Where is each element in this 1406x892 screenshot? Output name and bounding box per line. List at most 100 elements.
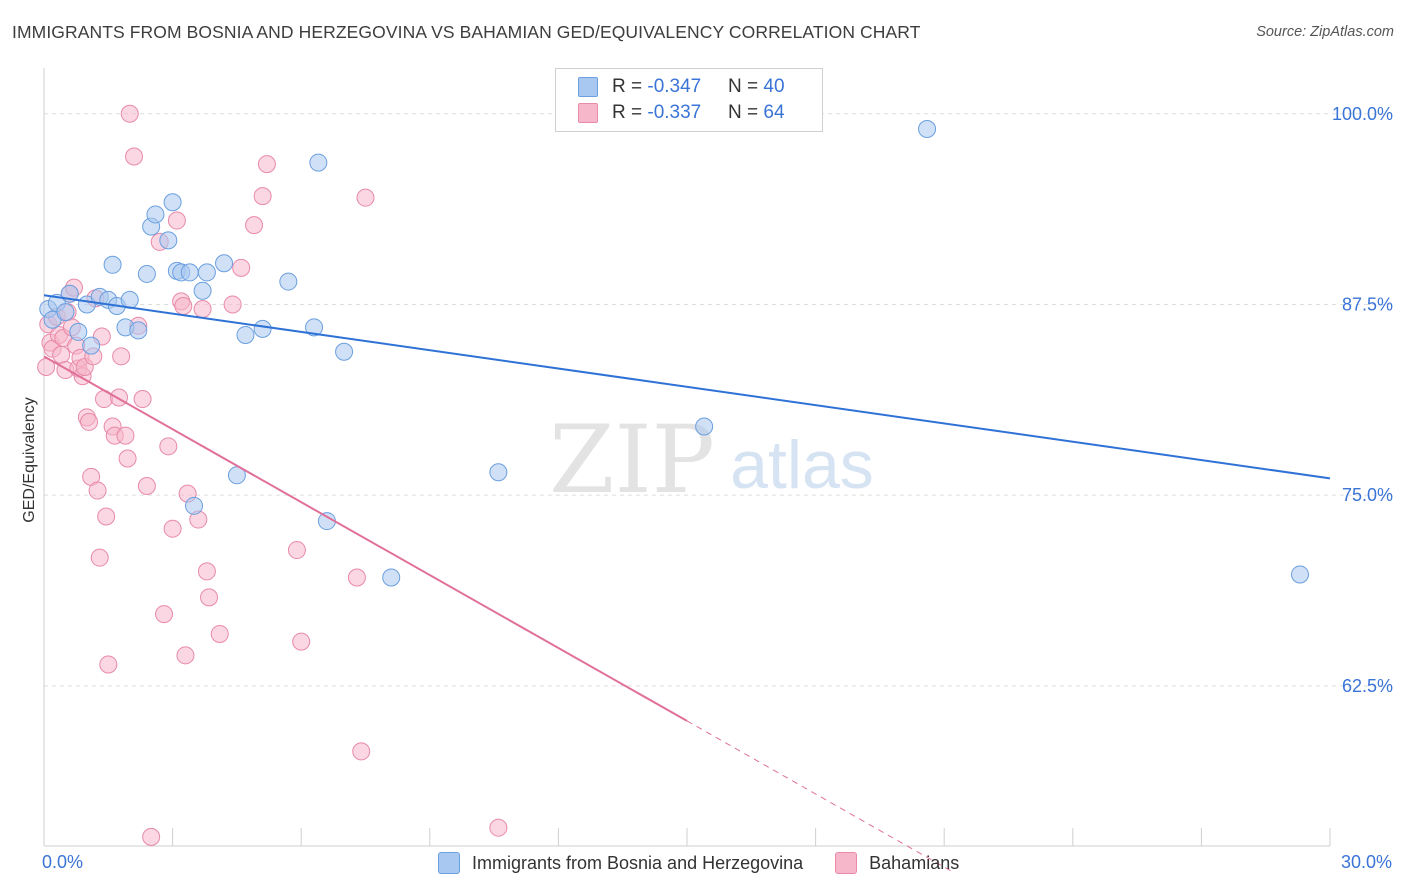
bahamians-point — [116, 426, 135, 445]
bosnia-point — [180, 263, 199, 282]
axes — [43, 68, 1331, 847]
bahamians-point — [352, 742, 371, 761]
watermark-zip: ZIP — [549, 406, 715, 515]
bahamians-point — [356, 188, 375, 207]
trend-lines — [43, 294, 1331, 873]
legend-label-bosnia: Immigrants from Bosnia and Herzegovina — [472, 852, 804, 873]
y-tick-label: 87.5% — [1342, 294, 1393, 314]
bosnia-point — [197, 263, 216, 282]
bosnia-point — [335, 342, 354, 361]
bahamians-point — [125, 147, 144, 166]
bahamians-point — [176, 646, 195, 665]
bahamians-point — [197, 562, 216, 581]
bahamians-point — [193, 300, 212, 319]
r-value: -0.347 — [647, 76, 702, 97]
bahamians-trend-line — [43, 355, 688, 722]
bahamians-point — [292, 632, 311, 651]
bosnia-point — [103, 255, 122, 274]
n-label: N = — [728, 102, 764, 123]
legend-swatch-bosnia — [438, 852, 460, 874]
bahamians-point — [163, 519, 182, 538]
legend-n-bosnia: N = 40 — [728, 76, 785, 98]
bosnia-point — [163, 193, 182, 212]
bahamians-point — [52, 345, 71, 364]
n-value: 40 — [763, 76, 785, 97]
bahamians-point — [167, 211, 186, 230]
source-label: Source: ZipAtlas.com — [1256, 24, 1394, 40]
bahamians-point — [80, 412, 99, 431]
bosnia-point — [1290, 565, 1309, 584]
bosnia-point — [236, 325, 255, 344]
bahamians-point — [174, 296, 193, 315]
series-bosnia-points — [39, 120, 1309, 587]
bosnia-point — [279, 272, 298, 291]
bosnia-point — [137, 264, 156, 283]
bahamians-point — [90, 548, 109, 567]
bosnia-point — [159, 231, 178, 250]
bahamians-point — [99, 655, 118, 674]
n-value: 64 — [763, 102, 785, 123]
legend-label-bahamians: Bahamians — [869, 852, 960, 873]
y-axis-label: GED/Equivalency — [21, 397, 38, 523]
r-value: -0.337 — [647, 102, 702, 123]
bahamians-point — [223, 295, 242, 314]
bosnia-point — [56, 303, 75, 322]
bosnia-trend-line — [43, 294, 1331, 480]
bahamians-point — [110, 388, 129, 407]
bahamians-point — [133, 390, 152, 409]
bahamians-point — [137, 476, 156, 495]
bahamians-point — [155, 605, 174, 624]
legend-swatch-bosnia — [578, 77, 598, 97]
y-tick-label: 75.0% — [1342, 485, 1393, 505]
bahamians-point — [112, 347, 131, 366]
bahamians-point — [257, 155, 276, 174]
bahamians-point — [200, 588, 219, 607]
x-tick-label-min: 0.0% — [42, 852, 84, 872]
series-bahamians-points — [37, 104, 508, 846]
bosnia-point — [382, 568, 401, 587]
bahamians-point — [253, 187, 272, 206]
bahamians-point — [159, 437, 178, 456]
bahamians-point — [245, 216, 264, 235]
r-label: R = — [612, 102, 648, 123]
bahamians-point — [97, 507, 116, 526]
bahamians-point — [489, 818, 508, 837]
bahamians-point — [88, 481, 107, 500]
bahamians-trend-extension — [686, 720, 954, 873]
y-tick-labels: 100.0% 87.5% 75.0% 62.5% — [1332, 104, 1393, 696]
watermark: ZIP atlas — [549, 406, 874, 515]
n-label: N = — [728, 76, 764, 97]
legend-n-bahamians: N = 64 — [728, 102, 785, 124]
bosnia-point — [185, 496, 204, 515]
watermark-atlas: atlas — [730, 427, 874, 503]
bosnia-point — [69, 322, 88, 341]
r-label: R = — [612, 76, 648, 97]
bosnia-point — [918, 120, 937, 139]
y-tick-label: 62.5% — [1342, 676, 1393, 696]
bahamians-point — [142, 827, 161, 846]
legend-row-bosnia: R = -0.347 N = 40 — [578, 74, 785, 100]
legend-r-bahamians: R = -0.337 — [612, 102, 712, 124]
bahamians-point — [118, 449, 137, 468]
chart-title: IMMIGRANTS FROM BOSNIA AND HERZEGOVINA V… — [12, 22, 921, 42]
bosnia-point — [215, 254, 234, 273]
legend-item-bosnia[interactable]: Immigrants from Bosnia and Herzegovina — [438, 852, 803, 874]
y-tick-label: 100.0% — [1332, 104, 1393, 124]
bahamians-point — [232, 258, 251, 277]
series-legend: Immigrants from Bosnia and Herzegovina B… — [438, 852, 991, 874]
legend-swatch-bahamians — [578, 103, 598, 123]
x-tick-label-max: 30.0% — [1340, 852, 1392, 872]
legend-r-bosnia: R = -0.347 — [612, 76, 712, 98]
legend-item-bahamians[interactable]: Bahamians — [835, 852, 959, 874]
bosnia-point — [193, 281, 212, 300]
bosnia-point — [253, 319, 272, 338]
bosnia-point — [82, 336, 101, 355]
gridlines — [44, 113, 1395, 687]
bahamians-point — [120, 104, 139, 123]
bosnia-point — [129, 321, 148, 340]
bosnia-point — [305, 318, 324, 337]
bosnia-point — [695, 417, 714, 436]
legend-swatch-bahamians — [835, 852, 858, 874]
bosnia-point — [309, 153, 328, 172]
